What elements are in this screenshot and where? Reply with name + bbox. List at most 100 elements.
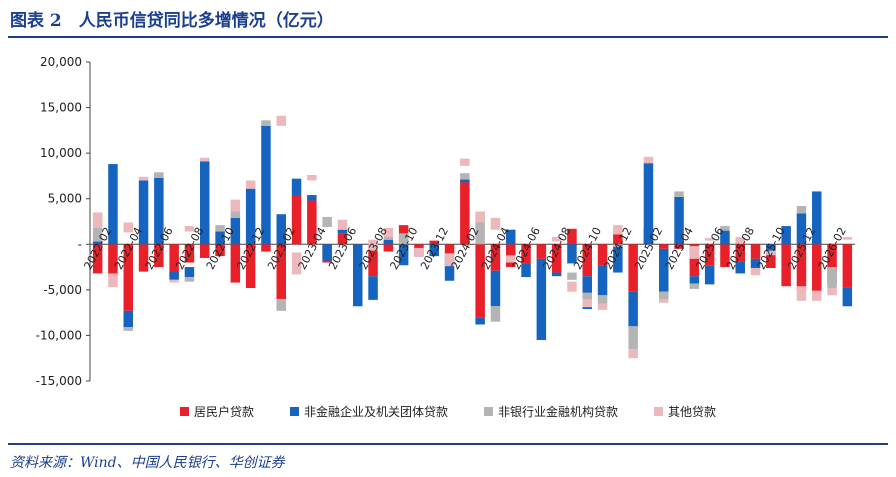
- bar-series-1: [735, 261, 745, 274]
- bar-series-2: [796, 206, 807, 214]
- bars-layer: [92, 115, 853, 359]
- bar-series-3: [766, 250, 776, 256]
- bar-series-0: [138, 244, 149, 272]
- bar-series-0: [674, 244, 684, 249]
- bar-series-1: [245, 188, 256, 245]
- bar-series-3: [444, 253, 455, 267]
- y-tick-label: -: [78, 237, 82, 251]
- bar-series-2: [628, 326, 638, 350]
- bar-series-1: [551, 272, 562, 277]
- bar-series-1: [674, 196, 684, 245]
- y-tick-label: 15,000: [40, 101, 82, 115]
- bar-series-0: [337, 233, 348, 245]
- bar-series-3: [200, 157, 210, 162]
- bar-series-1: [781, 226, 791, 245]
- bar-series-1: [796, 213, 807, 245]
- bar-series-3: [337, 219, 348, 230]
- bottom-rule: [8, 443, 888, 445]
- bar-series-1: [154, 177, 164, 245]
- legend-label-other: 其他贷款: [668, 405, 717, 419]
- legend-item-nonbank: 非银行业金融机构贷款: [484, 403, 618, 420]
- bar-series-2: [720, 226, 730, 231]
- bar-series-1: [337, 229, 348, 234]
- bar-series-0: [368, 244, 378, 277]
- bar-series-1: [628, 291, 638, 327]
- bar-series-0: [750, 244, 761, 259]
- bar-series-3: [735, 236, 745, 244]
- bar-series-2: [460, 173, 470, 180]
- bar-series-2: [827, 267, 837, 289]
- bar-series-0: [704, 244, 715, 266]
- bar-series-0: [291, 195, 302, 245]
- bar-series-0: [781, 244, 791, 287]
- bar-series-2: [582, 292, 592, 299]
- bar-series-1: [276, 214, 286, 245]
- bar-series-0: [582, 244, 592, 277]
- bar-series-1: [123, 310, 133, 328]
- bar-series-3: [368, 239, 378, 251]
- bar-series-3: [460, 158, 470, 166]
- bar-series-0: [628, 244, 638, 292]
- bar-series-0: [827, 244, 837, 268]
- bar-series-1: [307, 195, 317, 201]
- legend-label-household: 居民户贷款: [193, 405, 254, 419]
- bar-series-0: [796, 244, 807, 290]
- bar-series-3: [138, 176, 149, 181]
- bar-series-2: [398, 233, 409, 245]
- bar-series-3: [490, 217, 501, 230]
- bar-series-1: [704, 265, 715, 285]
- bar-series-3: [812, 290, 822, 301]
- bar-series-0: [812, 244, 822, 291]
- bar-series-2: [674, 191, 684, 197]
- bar-series-0: [184, 244, 195, 263]
- bar-series-3: [582, 298, 592, 308]
- bar-series-2: [689, 283, 700, 289]
- bar-series-1: [444, 253, 455, 281]
- bar-series-0: [169, 244, 179, 277]
- bar-series-3: [307, 175, 317, 181]
- bar-series-3: [827, 288, 837, 296]
- bar-series-0: [766, 244, 776, 268]
- bar-series-2: [322, 216, 332, 227]
- bar-series-1: [92, 241, 103, 245]
- legend-item-other: 其他贷款: [654, 403, 716, 420]
- bar-series-1: [215, 231, 225, 245]
- bar-series-1: [398, 244, 409, 266]
- bar-series-0: [230, 244, 241, 283]
- bar-series-1: [291, 178, 302, 196]
- bar-series-0: [383, 244, 394, 252]
- bar-series-1: [490, 270, 501, 307]
- bar-series-1: [368, 276, 378, 300]
- y-tick-label: -5,000: [43, 283, 82, 297]
- bar-series-3: [796, 286, 807, 301]
- bar-series-3: [475, 211, 485, 223]
- bar-series-3: [291, 252, 302, 275]
- bar-series-1: [766, 244, 776, 256]
- bar-series-1: [613, 244, 623, 273]
- bar-series-0: [92, 244, 103, 274]
- bar-series-0: [536, 244, 547, 259]
- bar-series-1: [200, 161, 210, 245]
- bar-series-1: [720, 230, 730, 245]
- bar-series-0: [307, 200, 317, 245]
- bar-series-3: [842, 236, 853, 240]
- bar-series-2: [92, 227, 103, 242]
- bar-series-2: [261, 120, 271, 126]
- bar-series-1: [475, 317, 485, 325]
- figure-title: 图表 2 人民币信贷同比多增情况（亿元）: [10, 11, 334, 31]
- bar-series-1: [184, 267, 195, 278]
- bar-series-0: [276, 244, 286, 299]
- bar-series-1: [842, 287, 853, 307]
- bar-series-2: [383, 236, 394, 240]
- bar-series-3: [169, 279, 179, 283]
- bar-series-2: [490, 306, 501, 322]
- bar-series-0: [551, 244, 562, 273]
- bar-series-2: [123, 327, 133, 331]
- bar-series-2: [184, 277, 195, 282]
- bar-series-1: [521, 263, 531, 278]
- bar-series-3: [659, 298, 669, 303]
- bar-series-0: [842, 244, 853, 288]
- bar-series-3: [628, 349, 638, 359]
- bar-series-3: [230, 199, 241, 212]
- bar-series-0: [200, 244, 210, 258]
